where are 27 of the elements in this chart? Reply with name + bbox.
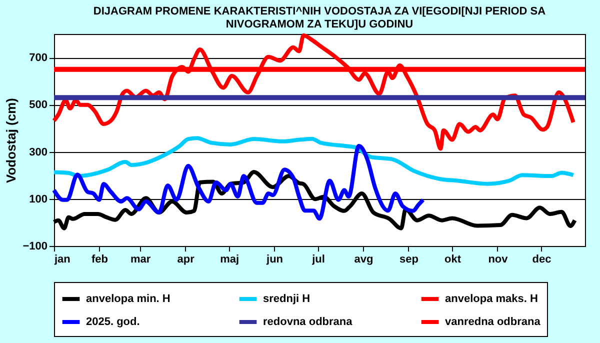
legend-label: anvelopa maks. H — [445, 293, 538, 305]
y-tick-label: 500 — [29, 99, 48, 112]
legend-label: redovna odbrana — [263, 316, 354, 328]
x-tick-label: jan — [54, 254, 71, 266]
line-series — [52, 136, 576, 186]
y-tick-label: 300 — [29, 146, 48, 158]
x-tick-label: maj — [220, 254, 240, 266]
x-tick-label: jul — [311, 254, 325, 266]
y-tick-label: 700 — [29, 52, 48, 64]
legend-label: srednji H — [263, 293, 310, 305]
line-series — [52, 144, 426, 221]
x-tick-label: nov — [488, 254, 509, 266]
x-tick-label: okt — [444, 254, 462, 266]
legend-label: vanredna odbrana — [445, 316, 542, 328]
legend-label: 2025. god. — [86, 316, 140, 328]
x-tick-label: avg — [354, 254, 374, 266]
x-tick-label: apr — [177, 254, 196, 266]
y-tick-label: 100 — [29, 193, 48, 206]
chart-title: DIJAGRAM PROMENE KARAKTERISTI^NIH VODOSTAJA ZA VI[EGODI[NJI PERIOD SA NIVOGRAMOM ZA TEKU]U GODINU — [93, 5, 546, 30]
y-tick-label: −100 — [22, 240, 48, 252]
x-tick-label: feb — [91, 254, 108, 266]
x-tick-label: jun — [266, 254, 284, 266]
x-tick-label: sep — [400, 254, 419, 266]
x-tick-label: mar — [130, 254, 152, 266]
x-tick-label: dec — [532, 254, 552, 266]
legend-label: anvelopa min. H — [86, 293, 170, 305]
y-axis-title: Vodostaj (cm) — [4, 98, 19, 183]
